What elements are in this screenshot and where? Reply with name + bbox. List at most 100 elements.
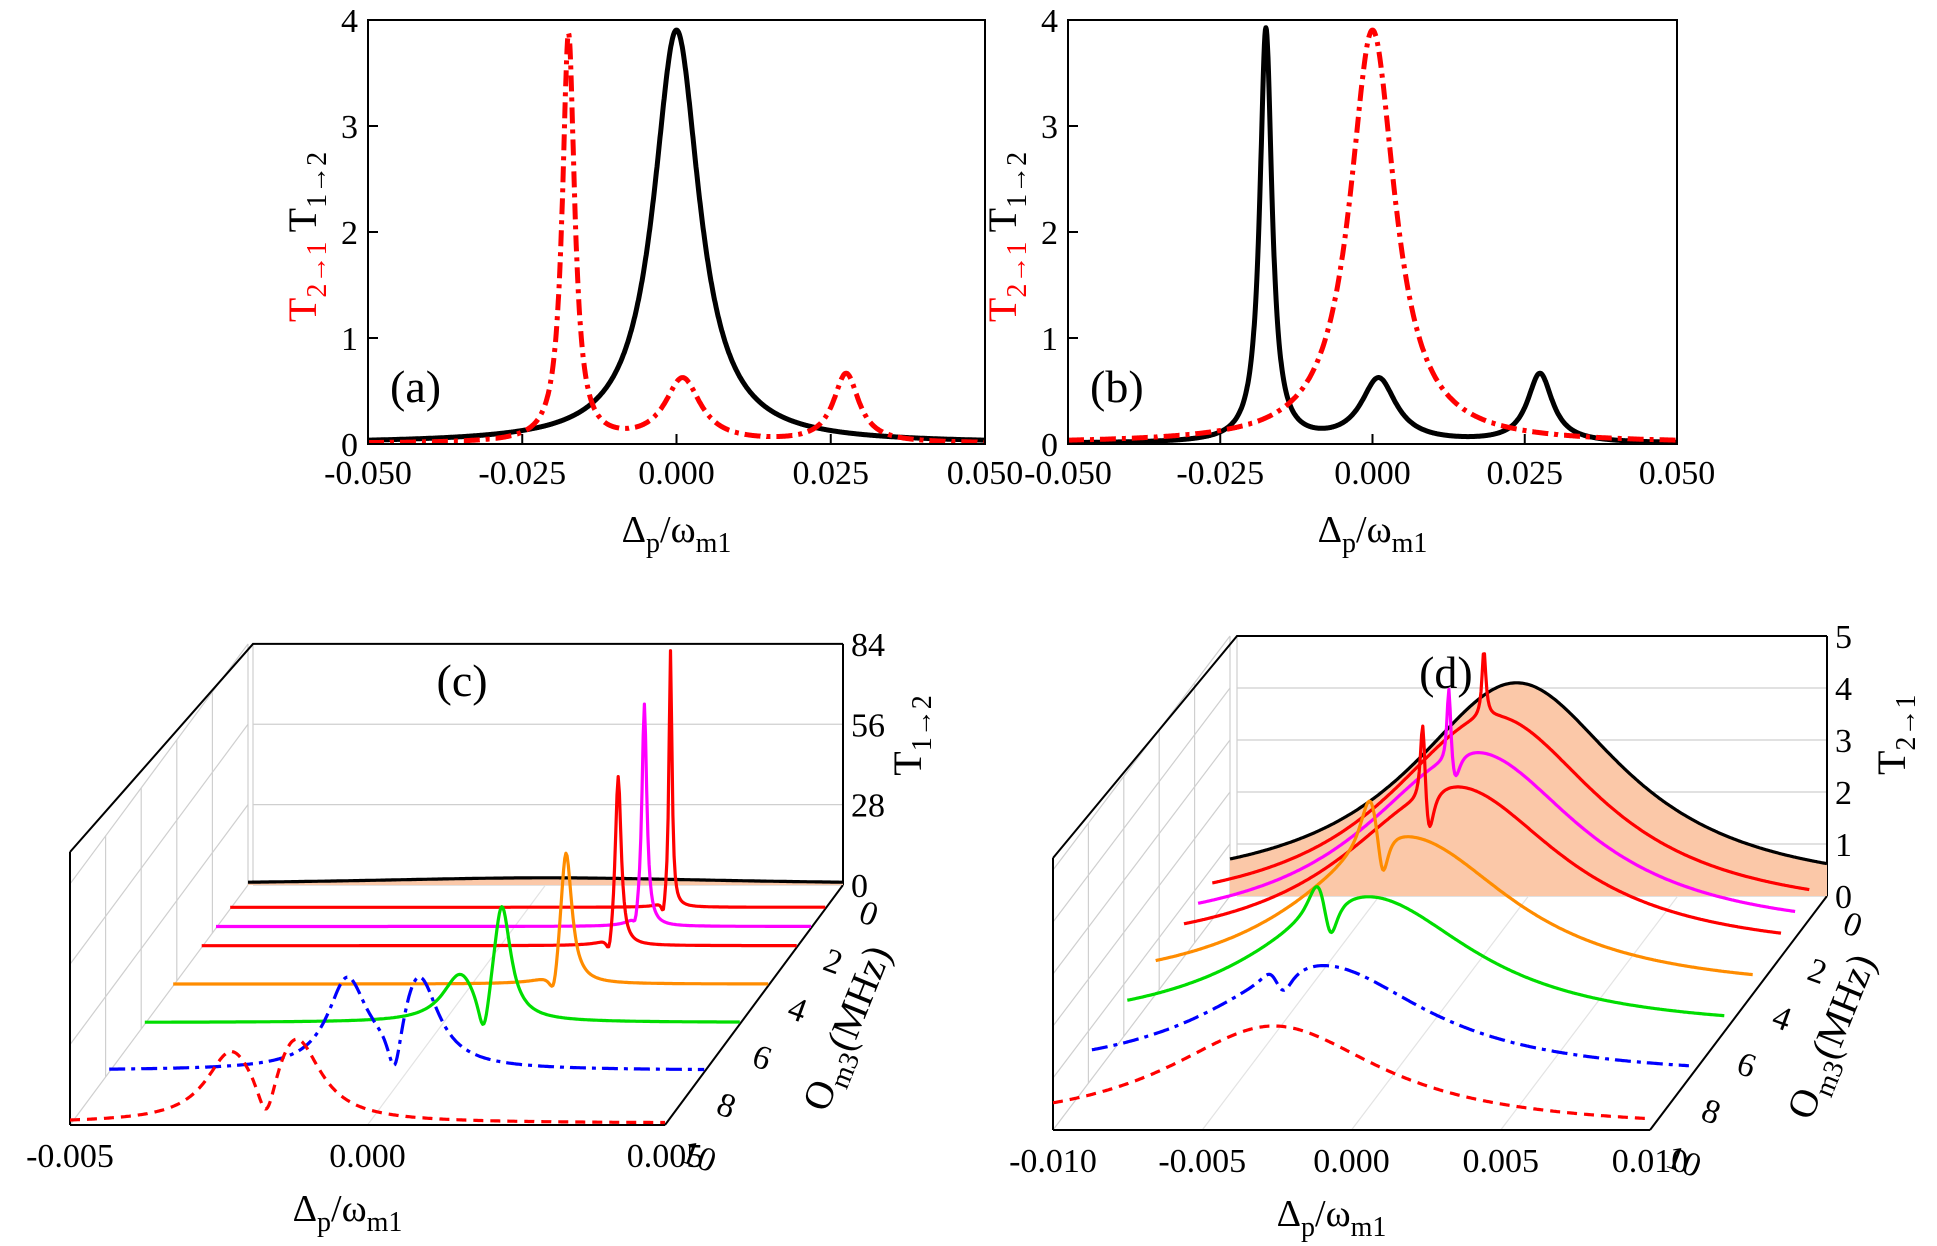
x-axis-label-part: Δ	[293, 1188, 317, 1230]
series-curve-3	[201, 775, 798, 949]
x-tick-label: -0.025	[1176, 455, 1264, 492]
y-tick-label: 1	[1041, 321, 1058, 358]
series-curve-1	[1211, 652, 1810, 892]
series-line-T12	[366, 27, 987, 443]
depth-tick-label: 8	[1697, 1092, 1726, 1133]
z-axis-label: T2→1	[1869, 695, 1922, 775]
grid-line	[1052, 687, 1231, 923]
y-axis-label-part: T	[280, 298, 325, 322]
x-tick-label: 0.005	[627, 1138, 704, 1175]
x-tick-label: -0.005	[1158, 1143, 1246, 1180]
x-axis-label-part: p	[1301, 1212, 1315, 1243]
y-axis-label-part: 1→2	[1002, 152, 1033, 208]
depth-tick-label: 6	[1732, 1045, 1761, 1086]
x-axis-label: Δp/ωm1	[1318, 509, 1428, 559]
series-curve-4	[1155, 799, 1754, 977]
grid-line	[1052, 843, 1231, 1079]
y-tick-label: 0	[1041, 427, 1058, 464]
grid-line	[69, 804, 249, 1045]
x-tick-label: 0.000	[1334, 455, 1411, 492]
y-axis-label-part: 2→1	[1002, 242, 1033, 298]
x-tick-label: 0.050	[1639, 455, 1716, 492]
series-curve-0	[247, 876, 844, 884]
z-tick-label: 0	[851, 868, 868, 905]
depth-axis-label: Om3(MHz)	[1777, 947, 1891, 1128]
x-tick-label: -0.050	[324, 455, 412, 492]
top-edge	[1052, 635, 1827, 859]
series-curve-7	[1052, 1024, 1651, 1121]
x-tick-label: -0.025	[478, 455, 566, 492]
y-tick-label: 3	[1041, 109, 1058, 146]
z-axis-label-part: T	[885, 751, 930, 775]
z-axis-label-part: T	[1869, 751, 1914, 775]
grid-line	[1201, 895, 1380, 1131]
y-axis-label: T2→1 T1→2	[280, 152, 333, 322]
x-tick-label: 0.025	[793, 455, 870, 492]
x-tick-label: 0.000	[329, 1138, 406, 1175]
x-axis-label-part: m1	[696, 528, 732, 559]
series-fill	[1230, 682, 1827, 896]
depth-tick-label: 4	[783, 990, 812, 1031]
axes-frame	[1052, 635, 1828, 1131]
z-tick-label: 2	[1835, 775, 1852, 812]
x-axis-label-part: m1	[1392, 528, 1428, 559]
series-line-T21	[1066, 27, 1679, 443]
x-tick-label: 0.005	[1463, 1143, 1540, 1180]
y-axis-label-part: T	[280, 208, 325, 232]
y-axis-label-part: 1→2	[302, 152, 333, 208]
x-tick-label: 0.025	[1487, 455, 1564, 492]
y-axis-label-part	[280, 232, 325, 241]
series-curve-2	[1197, 687, 1796, 914]
panel-label: (b)	[1090, 361, 1144, 412]
depth-tick-label: 4	[1767, 998, 1796, 1039]
z-tick-label: 84	[851, 627, 885, 664]
y-axis-label-part: T	[980, 208, 1025, 232]
series-curve-2	[215, 702, 812, 929]
z-axis-label-part: 1→2	[907, 695, 938, 751]
z-tick-label: 5	[1835, 619, 1852, 656]
z-axis-label: T1→2	[885, 695, 938, 775]
x-axis-label-part: Δ	[1318, 509, 1342, 551]
y-tick-label: 3	[341, 109, 358, 146]
x-axis-label-part: /ω	[1356, 509, 1392, 551]
y-tick-label: 2	[341, 215, 358, 252]
panel-c: -0.005 0.000 0.00502856840246810(c)T1→2Om3…	[26, 627, 938, 1238]
z-tick-label: 28	[851, 788, 885, 825]
z-tick-label: 1	[1835, 827, 1852, 864]
series-curve-6	[108, 975, 705, 1072]
series-curve-1	[229, 649, 826, 912]
y-tick-label: 1	[341, 321, 358, 358]
z-tick-label: 0	[1835, 879, 1852, 916]
x-axis-label-part: /ω	[331, 1188, 367, 1230]
series-fill	[248, 877, 843, 885]
grid-line	[1052, 635, 1231, 871]
x-axis-label: Δp/ωm1	[622, 509, 732, 559]
z-tick-label: 56	[851, 707, 885, 744]
series-line-T12	[1066, 25, 1679, 445]
panel-a: -0.050 -0.025 0.000 0.025 0.050 0 1 2 3 4 (a) Δp/ωm…	[280, 3, 1023, 559]
grid-line	[1500, 895, 1679, 1131]
series-curve-5	[1126, 885, 1725, 1018]
series-curve-3	[1183, 724, 1782, 935]
panel-b: -0.050 -0.025 0.000 0.025 0.050 0 1 2 3 4 (b) Δp/ωm…	[980, 3, 1715, 559]
panel-label: (a)	[390, 361, 441, 412]
x-axis-label: Δp/ωm1	[293, 1188, 403, 1238]
x-axis-label-part: Δ	[622, 509, 646, 551]
x-tick-label: 0.000	[1313, 1143, 1390, 1180]
series-line-T21	[366, 30, 987, 445]
x-axis-label-part: m1	[1351, 1212, 1387, 1243]
x-tick-label: -0.010	[1009, 1143, 1097, 1180]
depth-axis-line	[1649, 895, 1828, 1131]
y-tick-label: 4	[1041, 3, 1058, 40]
x-axis-label: Δp/ωm1	[1277, 1193, 1387, 1243]
top-edge	[69, 642, 843, 853]
series-curve-7	[69, 1037, 666, 1125]
depth-tick-label: 6	[747, 1038, 776, 1079]
depth-axis-line	[664, 884, 844, 1126]
x-axis-label-part: Δ	[1277, 1193, 1301, 1235]
grid-line	[1052, 791, 1231, 1027]
panel-label: (d)	[1419, 647, 1473, 698]
y-axis-label-part: T	[980, 298, 1025, 322]
y-tick-label: 4	[341, 3, 358, 40]
x-axis-label-part: /ω	[1315, 1193, 1351, 1235]
